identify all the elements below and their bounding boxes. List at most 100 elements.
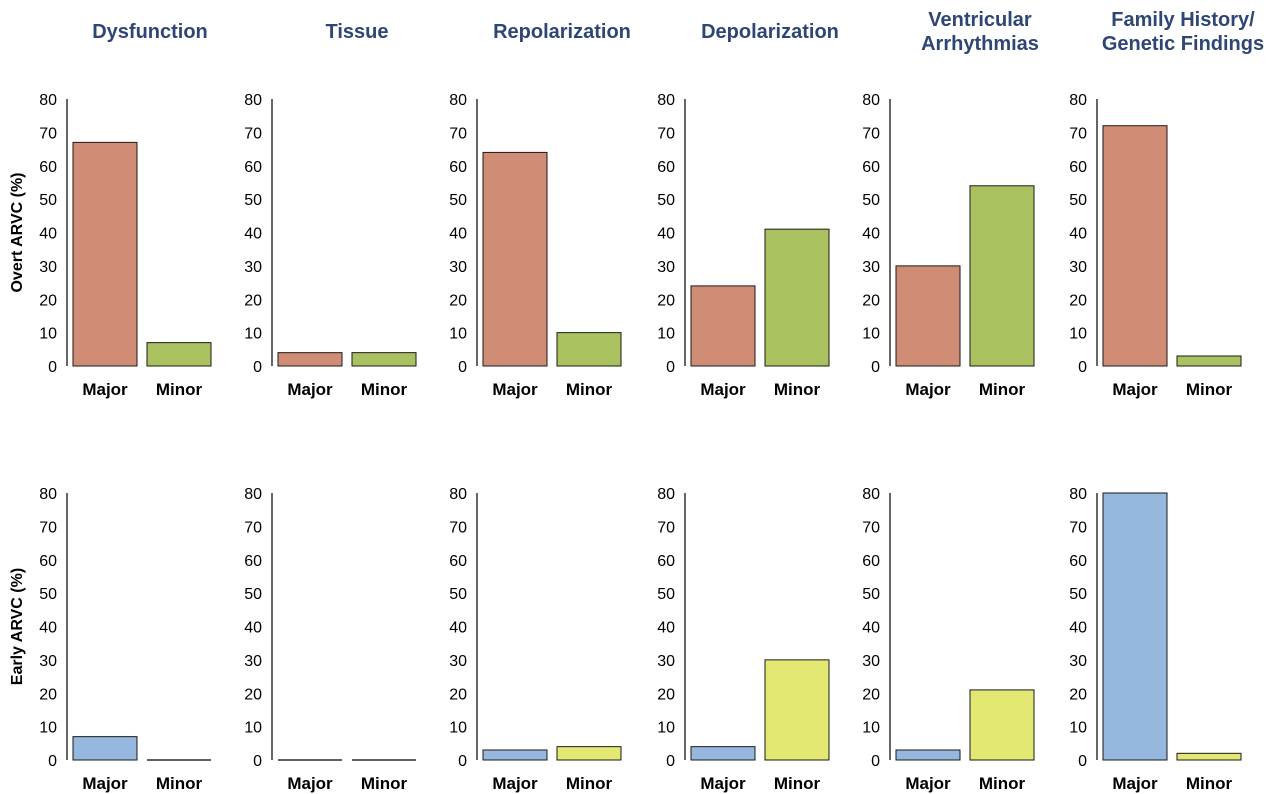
bar-r1c6-minor bbox=[1176, 355, 1242, 367]
bar-r1c4-minor bbox=[764, 228, 830, 367]
y-tick-label-r1c6-30: 30 bbox=[1069, 259, 1087, 276]
y-tick-label-r2c3-50: 50 bbox=[449, 586, 467, 603]
y-tick-label-r1c1-70: 70 bbox=[39, 125, 57, 142]
y-tick-label-r2c3-30: 30 bbox=[449, 653, 467, 670]
y-tick-label-r2c6-0: 0 bbox=[1078, 753, 1087, 770]
bar-r2c1-major bbox=[72, 736, 138, 761]
y-tick-label-r1c2-10: 10 bbox=[244, 326, 262, 343]
y-tick-label-r2c4-0: 0 bbox=[666, 753, 675, 770]
y-tick-label-r2c2-40: 40 bbox=[244, 620, 262, 637]
y-tick-label-r2c1-60: 60 bbox=[39, 553, 57, 570]
y-tick-label-r2c5-60: 60 bbox=[862, 553, 880, 570]
y-tick-label-r2c2-60: 60 bbox=[244, 553, 262, 570]
y-tick-label-r1c1-30: 30 bbox=[39, 259, 57, 276]
category-label-r2c1-major: Major bbox=[82, 774, 128, 793]
y-tick-label-r2c4-20: 20 bbox=[657, 686, 675, 703]
y-tick-label-r2c5-10: 10 bbox=[862, 720, 880, 737]
y-tick-label-r1c6-10: 10 bbox=[1069, 326, 1087, 343]
y-tick-label-r2c2-30: 30 bbox=[244, 653, 262, 670]
bar-r2c6-major bbox=[1102, 492, 1168, 761]
y-tick-label-r1c1-40: 40 bbox=[39, 226, 57, 243]
y-tick-label-r1c4-50: 50 bbox=[657, 192, 675, 209]
bar-r2c4-major bbox=[690, 746, 756, 761]
bar-r2c6-minor bbox=[1176, 752, 1242, 761]
y-tick-label-r2c1-20: 20 bbox=[39, 686, 57, 703]
category-label-r1c5-major: Major bbox=[905, 380, 951, 399]
column-title-3: Repolarization bbox=[493, 21, 631, 43]
y-tick-label-r2c1-50: 50 bbox=[39, 586, 57, 603]
y-tick-label-r1c1-50: 50 bbox=[39, 192, 57, 209]
y-tick-label-r2c4-30: 30 bbox=[657, 653, 675, 670]
y-tick-label-r1c1-20: 20 bbox=[39, 292, 57, 309]
y-tick-label-r2c3-70: 70 bbox=[449, 519, 467, 536]
category-label-r1c4-minor: Minor bbox=[774, 380, 821, 399]
category-label-r2c4-major: Major bbox=[700, 774, 746, 793]
y-tick-label-r1c2-0: 0 bbox=[253, 359, 262, 376]
y-tick-label-r1c6-40: 40 bbox=[1069, 226, 1087, 243]
category-label-r1c6-minor: Minor bbox=[1186, 380, 1233, 399]
y-tick-label-r1c5-70: 70 bbox=[862, 125, 880, 142]
y-tick-label-r2c6-70: 70 bbox=[1069, 519, 1087, 536]
y-tick-label-r2c6-80: 80 bbox=[1069, 486, 1087, 503]
category-label-r1c2-minor: Minor bbox=[361, 380, 408, 399]
column-title-2: Tissue bbox=[326, 21, 389, 43]
y-tick-label-r1c6-60: 60 bbox=[1069, 159, 1087, 176]
y-tick-label-r2c3-40: 40 bbox=[449, 620, 467, 637]
y-tick-label-r1c2-50: 50 bbox=[244, 192, 262, 209]
y-tick-label-r1c5-80: 80 bbox=[862, 92, 880, 109]
category-label-r2c3-major: Major bbox=[492, 774, 538, 793]
y-tick-label-r2c1-10: 10 bbox=[39, 720, 57, 737]
category-label-r2c2-minor: Minor bbox=[361, 774, 408, 793]
category-label-r2c2-major: Major bbox=[287, 774, 333, 793]
y-tick-label-r1c5-10: 10 bbox=[862, 326, 880, 343]
row-label-early: Early ARVC (%) bbox=[9, 568, 26, 685]
y-tick-label-r2c4-50: 50 bbox=[657, 586, 675, 603]
y-tick-label-r2c3-20: 20 bbox=[449, 686, 467, 703]
category-label-r1c2-major: Major bbox=[287, 380, 333, 399]
y-tick-label-r2c3-0: 0 bbox=[458, 753, 467, 770]
bar-r1c5-major bbox=[895, 265, 961, 367]
y-tick-label-r2c1-80: 80 bbox=[39, 486, 57, 503]
y-tick-label-r1c6-20: 20 bbox=[1069, 292, 1087, 309]
y-tick-label-r1c4-40: 40 bbox=[657, 226, 675, 243]
y-tick-label-r1c2-40: 40 bbox=[244, 226, 262, 243]
y-tick-label-r1c4-80: 80 bbox=[657, 92, 675, 109]
category-label-r2c5-major: Major bbox=[905, 774, 951, 793]
category-label-r2c6-minor: Minor bbox=[1186, 774, 1233, 793]
category-label-r1c5-minor: Minor bbox=[979, 380, 1026, 399]
category-label-r1c1-major: Major bbox=[82, 380, 128, 399]
y-tick-label-r1c4-60: 60 bbox=[657, 159, 675, 176]
y-tick-label-r1c4-0: 0 bbox=[666, 359, 675, 376]
y-tick-label-r1c1-80: 80 bbox=[39, 92, 57, 109]
y-tick-label-r1c1-10: 10 bbox=[39, 326, 57, 343]
bar-r1c1-major bbox=[72, 141, 138, 367]
y-tick-label-r2c6-40: 40 bbox=[1069, 620, 1087, 637]
y-tick-label-r1c3-40: 40 bbox=[449, 226, 467, 243]
bar-r1c6-major bbox=[1102, 125, 1168, 367]
bar-r2c4-minor bbox=[764, 659, 830, 761]
y-tick-label-r1c3-70: 70 bbox=[449, 125, 467, 142]
category-label-r1c6-major: Major bbox=[1112, 380, 1158, 399]
bar-r1c2-minor bbox=[351, 352, 417, 367]
y-tick-label-r2c1-70: 70 bbox=[39, 519, 57, 536]
y-tick-label-r1c4-10: 10 bbox=[657, 326, 675, 343]
row-label-overt: Overt ARVC (%) bbox=[9, 172, 26, 292]
y-tick-label-r1c3-80: 80 bbox=[449, 92, 467, 109]
y-tick-label-r2c5-0: 0 bbox=[871, 753, 880, 770]
bar-r2c5-major bbox=[895, 749, 961, 761]
y-tick-label-r1c5-50: 50 bbox=[862, 192, 880, 209]
bar-r2c3-major bbox=[482, 749, 548, 761]
bar-r2c3-minor bbox=[556, 746, 622, 761]
y-tick-label-r2c5-40: 40 bbox=[862, 620, 880, 637]
y-tick-label-r2c2-10: 10 bbox=[244, 720, 262, 737]
y-tick-label-r1c2-60: 60 bbox=[244, 159, 262, 176]
y-tick-label-r1c3-10: 10 bbox=[449, 326, 467, 343]
bar-r2c5-minor bbox=[969, 689, 1035, 761]
y-tick-label-r1c2-80: 80 bbox=[244, 92, 262, 109]
y-tick-label-r2c6-60: 60 bbox=[1069, 553, 1087, 570]
y-tick-label-r2c3-80: 80 bbox=[449, 486, 467, 503]
y-tick-label-r1c5-20: 20 bbox=[862, 292, 880, 309]
y-tick-label-r1c3-20: 20 bbox=[449, 292, 467, 309]
y-tick-label-r1c2-70: 70 bbox=[244, 125, 262, 142]
category-label-r2c4-minor: Minor bbox=[774, 774, 821, 793]
